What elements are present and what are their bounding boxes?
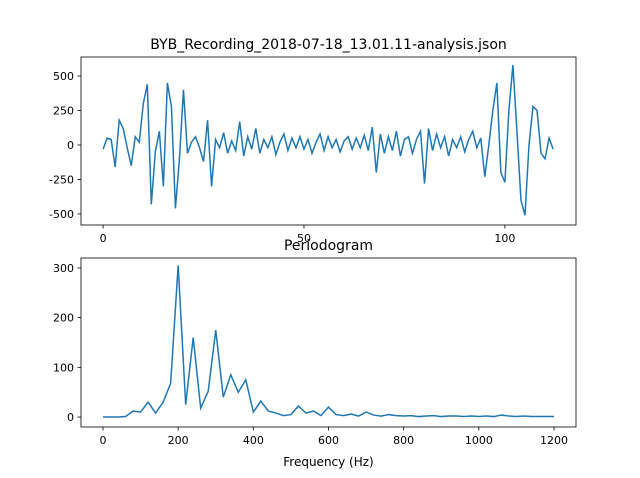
- y-tick-label: 200: [53, 312, 74, 325]
- data-line: [102, 265, 555, 418]
- y-tick-label: 0: [67, 139, 74, 152]
- x-tick-label: 1000: [465, 434, 493, 447]
- y-tick-label: -500: [49, 208, 74, 221]
- x-tick-label: 50: [297, 232, 311, 245]
- x-tick-label: 400: [243, 434, 264, 447]
- x-tick-label: 800: [393, 434, 414, 447]
- axes-background: [81, 258, 576, 427]
- y-tick-label: 250: [53, 105, 74, 118]
- x-tick-label: 200: [168, 434, 189, 447]
- axes-background: [81, 57, 576, 225]
- data-line: [102, 64, 554, 216]
- axes-frame: [80, 56, 577, 226]
- x-tick-label: 100: [494, 232, 515, 245]
- axes-title: Periodogram: [284, 238, 373, 254]
- y-tick-label: -250: [49, 173, 74, 186]
- y-tick-label: 300: [53, 262, 74, 275]
- y-tick-label: 0: [67, 411, 74, 424]
- y-tick-label: 100: [53, 361, 74, 374]
- axes-title: BYB_Recording_2018-07-18_13.01.11-analys…: [150, 37, 507, 53]
- y-tick-label: 500: [53, 70, 74, 83]
- x-tick-label: 0: [99, 434, 106, 447]
- x-tick-label: 1200: [540, 434, 568, 447]
- x-axis-label: Frequency (Hz): [283, 455, 374, 469]
- x-tick-label: 600: [318, 434, 339, 447]
- x-tick-label: 0: [100, 232, 107, 245]
